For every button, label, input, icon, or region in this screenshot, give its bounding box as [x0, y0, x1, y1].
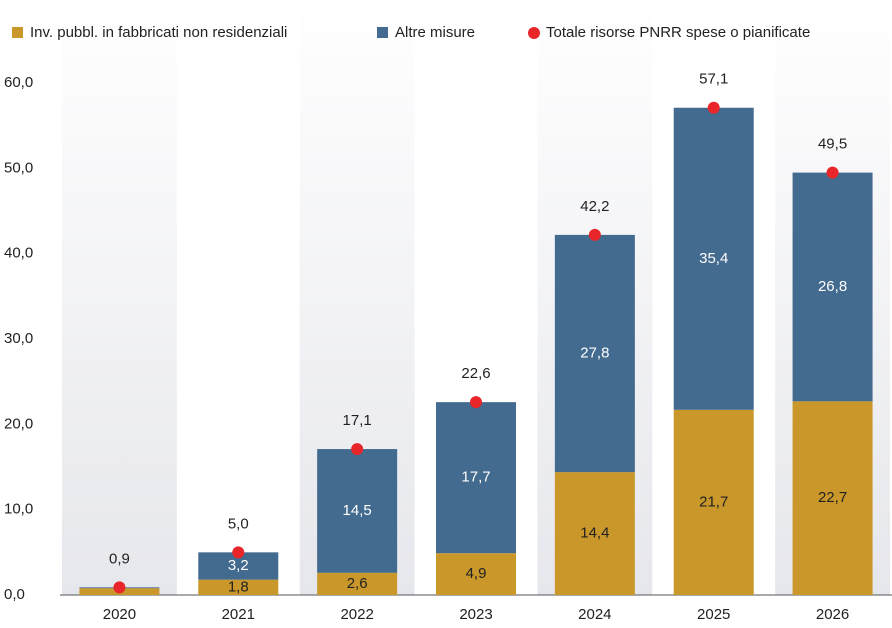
x-tick-label: 2023	[459, 606, 492, 623]
value-label: 26,8	[818, 278, 847, 295]
value-label: 14,4	[580, 525, 609, 542]
x-tick-label: 2020	[103, 606, 136, 623]
value-label: 4,9	[466, 565, 487, 582]
bar-segment	[198, 579, 279, 595]
total-label: 0,9	[109, 550, 130, 567]
total-label: 49,5	[818, 136, 847, 153]
bar-segment	[317, 449, 398, 573]
total-label: 22,6	[461, 365, 490, 382]
total-label: 42,2	[580, 198, 609, 215]
x-tick-label: 2021	[222, 606, 255, 623]
bar-segment	[673, 107, 754, 410]
total-dot	[470, 396, 482, 409]
y-tick-label: 30,0	[4, 330, 33, 347]
total-dot	[826, 166, 839, 179]
value-label: 17,7	[461, 469, 490, 486]
value-label: 27,8	[580, 344, 609, 361]
y-tick-label: 0,0	[4, 586, 25, 603]
bar-segment	[436, 553, 516, 595]
x-tick-label: 2022	[340, 606, 373, 623]
legend-marker	[12, 27, 23, 38]
total-dot	[232, 546, 245, 559]
value-label: 35,4	[699, 250, 728, 267]
legend-marker	[528, 27, 540, 39]
total-dot	[588, 228, 601, 241]
x-tick-label: 2025	[697, 606, 730, 623]
y-tick-label: 60,0	[4, 74, 33, 91]
total-dot	[707, 101, 720, 114]
x-tick-label: 2026	[816, 606, 849, 623]
bar-segment	[792, 172, 873, 402]
value-label: 22,7	[818, 489, 847, 506]
value-label: 21,7	[699, 493, 728, 510]
y-tick-label: 10,0	[4, 501, 33, 518]
value-label: 2,6	[347, 575, 368, 592]
bar-segment	[792, 401, 873, 595]
total-label: 17,1	[343, 412, 372, 429]
bar-segment	[554, 234, 635, 473]
y-tick-label: 50,0	[4, 159, 33, 176]
legend-label: Altre misure	[395, 24, 475, 41]
total-dot	[113, 581, 126, 594]
bar-segment	[554, 472, 635, 595]
y-tick-label: 20,0	[4, 415, 33, 432]
background-band	[62, 0, 177, 595]
bar-segment	[673, 409, 754, 595]
bar-segment	[436, 402, 516, 554]
legend-label: Inv. pubbl. in fabbricati non residenzia…	[30, 24, 287, 41]
total-label: 57,1	[699, 71, 728, 88]
total-label: 5,0	[228, 515, 249, 532]
bar-segment	[317, 572, 398, 595]
legend-label: Totale risorse PNRR spese o pianificate	[546, 24, 810, 41]
value-label: 1,8	[228, 578, 249, 595]
legend-marker	[377, 27, 388, 38]
y-tick-label: 40,0	[4, 245, 33, 262]
value-label: 14,5	[343, 502, 372, 519]
value-label: 3,2	[228, 557, 249, 574]
x-tick-label: 2024	[578, 606, 611, 623]
total-dot	[351, 443, 364, 456]
